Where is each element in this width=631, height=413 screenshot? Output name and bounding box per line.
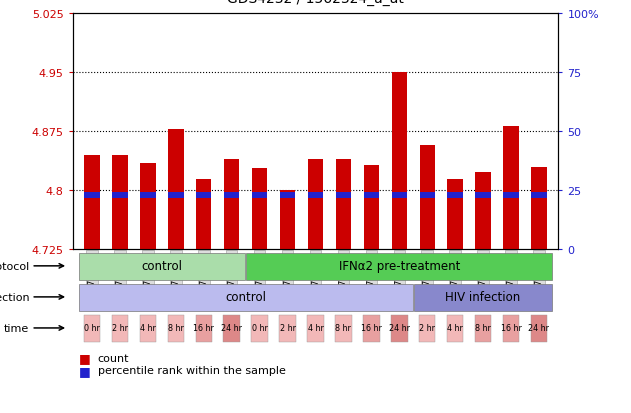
Text: time: time	[4, 323, 29, 333]
Text: IFNα2 pre-treatment: IFNα2 pre-treatment	[339, 260, 460, 273]
Text: 16 hr: 16 hr	[361, 324, 382, 332]
Text: 4 hr: 4 hr	[447, 324, 463, 332]
Text: 4 hr: 4 hr	[307, 324, 324, 332]
Text: ■: ■	[79, 364, 91, 377]
Bar	[196, 179, 211, 250]
Text: 2 hr: 2 hr	[419, 324, 435, 332]
Bar	[391, 315, 408, 342]
Bar	[392, 193, 407, 199]
Bar	[79, 253, 245, 280]
Bar	[363, 165, 379, 250]
Text: 24 hr: 24 hr	[221, 324, 242, 332]
Text: control: control	[225, 291, 266, 304]
Bar	[140, 193, 156, 199]
Bar	[168, 130, 184, 250]
Text: ■: ■	[79, 351, 91, 365]
Bar	[224, 160, 239, 250]
Bar	[280, 191, 295, 250]
Bar	[139, 315, 156, 342]
Text: percentile rank within the sample: percentile rank within the sample	[98, 366, 286, 375]
Text: 8 hr: 8 hr	[475, 324, 491, 332]
Bar	[414, 284, 552, 311]
Bar	[336, 160, 351, 250]
Bar	[224, 193, 239, 199]
Bar	[85, 156, 100, 250]
Bar	[308, 160, 323, 250]
Bar	[308, 193, 323, 199]
Bar	[363, 315, 380, 342]
Bar	[531, 168, 546, 250]
Bar	[84, 315, 100, 342]
Bar	[112, 156, 127, 250]
Bar	[420, 145, 435, 250]
Text: 2 hr: 2 hr	[280, 324, 295, 332]
Bar	[531, 315, 547, 342]
Text: 16 hr: 16 hr	[193, 324, 215, 332]
Bar	[252, 193, 268, 199]
Bar	[223, 315, 240, 342]
Text: count: count	[98, 353, 129, 363]
Text: infection: infection	[0, 292, 29, 302]
Text: 0 hr: 0 hr	[84, 324, 100, 332]
Bar	[251, 315, 268, 342]
Bar	[252, 169, 268, 250]
Text: 4 hr: 4 hr	[140, 324, 156, 332]
Text: HIV infection: HIV infection	[445, 291, 521, 304]
Bar	[447, 179, 463, 250]
Bar	[85, 193, 100, 199]
Bar	[392, 74, 407, 250]
Bar	[420, 193, 435, 199]
Text: protocol: protocol	[0, 261, 29, 271]
Bar	[336, 193, 351, 199]
Bar	[475, 173, 491, 250]
Bar	[112, 193, 127, 199]
Bar	[280, 193, 295, 199]
Bar	[196, 315, 212, 342]
Bar	[168, 193, 184, 199]
Bar	[168, 315, 184, 342]
Bar	[447, 315, 463, 342]
Bar	[112, 315, 128, 342]
Bar	[531, 193, 546, 199]
Text: GDS4232 / 1562324_a_at: GDS4232 / 1562324_a_at	[227, 0, 404, 6]
Bar	[419, 315, 435, 342]
Bar	[504, 127, 519, 250]
Text: 16 hr: 16 hr	[500, 324, 521, 332]
Bar	[363, 193, 379, 199]
Bar	[503, 315, 519, 342]
Text: control: control	[141, 260, 182, 273]
Bar	[475, 315, 492, 342]
Bar	[140, 164, 156, 250]
Bar	[280, 315, 296, 342]
Text: 0 hr: 0 hr	[252, 324, 268, 332]
Bar	[79, 284, 413, 311]
Text: 2 hr: 2 hr	[112, 324, 128, 332]
Bar	[307, 315, 324, 342]
Text: 24 hr: 24 hr	[389, 324, 410, 332]
Bar	[246, 253, 552, 280]
Bar	[504, 193, 519, 199]
Text: 8 hr: 8 hr	[336, 324, 351, 332]
Text: 8 hr: 8 hr	[168, 324, 184, 332]
Bar	[196, 193, 211, 199]
Bar	[335, 315, 351, 342]
Bar	[475, 193, 491, 199]
Bar	[447, 193, 463, 199]
Text: 24 hr: 24 hr	[528, 324, 550, 332]
